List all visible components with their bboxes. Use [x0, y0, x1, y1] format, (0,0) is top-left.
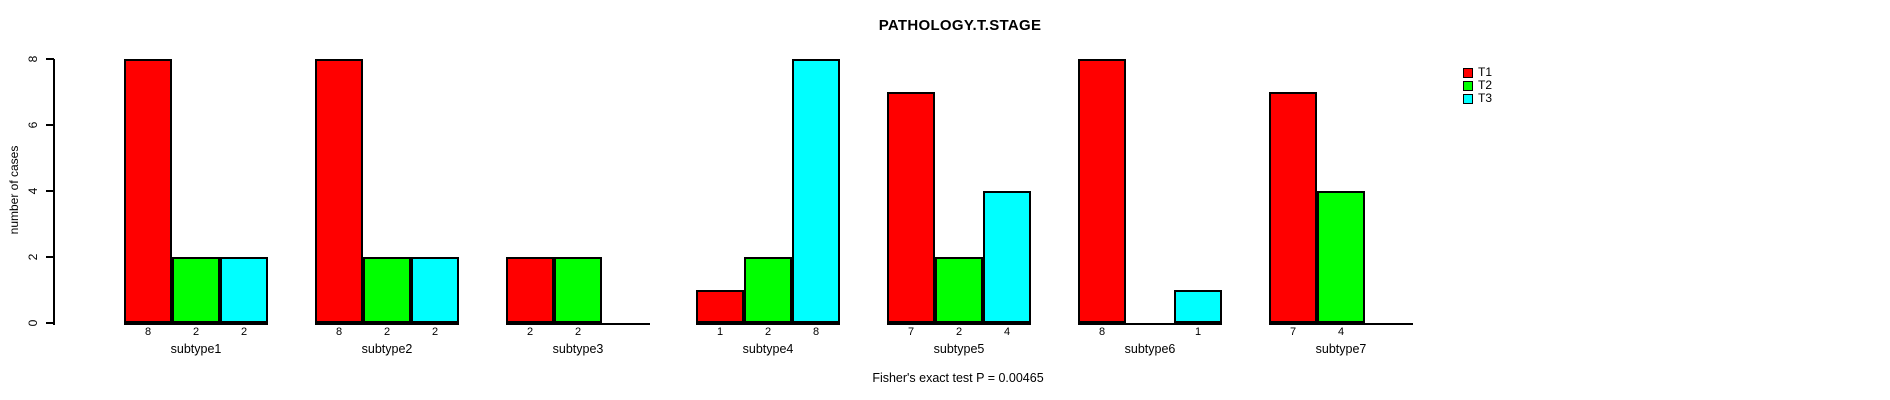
- bar-value-label-subtype7-T1: 7: [1289, 326, 1297, 338]
- legend-swatch-icon-t1: [1463, 67, 1473, 78]
- bar-subtype2-T3: [411, 257, 459, 323]
- bar-subtype2-T2: [363, 257, 411, 323]
- chart-title: PATHOLOGY.T.STAGE: [878, 17, 1042, 34]
- bar-group-subtype1: [124, 59, 268, 325]
- y-tick-label-6: 6: [26, 121, 40, 129]
- bar-subtype4-T1: [696, 290, 744, 323]
- legend: T1 T2 T3: [1463, 66, 1492, 105]
- legend-label-t1: T1: [1478, 65, 1493, 79]
- bar-subtype4-T2: [744, 257, 792, 323]
- bar-group-subtype4: [696, 59, 840, 325]
- bar-subtype5-T3: [983, 191, 1031, 323]
- bar-subtype1-T3: [220, 257, 268, 323]
- bar-subtype3-T2: [554, 257, 602, 323]
- bar-subtype2-T1: [315, 59, 363, 323]
- bar-value-label-subtype2-T2: 2: [383, 326, 391, 338]
- y-tick-mark-8: [46, 58, 54, 60]
- bar-value-label-subtype1-T1: 8: [144, 326, 152, 338]
- category-label-subtype1: subtype1: [170, 342, 222, 356]
- bar-group-subtype6: [1078, 59, 1222, 325]
- bar-group-subtype5: [887, 59, 1031, 325]
- bar-subtype5-T1: [887, 92, 935, 323]
- category-label-subtype5: subtype5: [933, 342, 985, 356]
- bar-subtype7-T2: [1317, 191, 1365, 323]
- y-tick-label-0: 0: [26, 319, 40, 327]
- bar-value-label-subtype4-T2: 2: [764, 326, 772, 338]
- bar-group-subtype2: [315, 59, 459, 325]
- bar-subtype6-T1: [1078, 59, 1126, 323]
- bar-value-label-subtype3-T1: 2: [526, 326, 534, 338]
- legend-row-t2: T2: [1463, 79, 1492, 92]
- bar-subtype3-T1: [506, 257, 554, 323]
- legend-label-t3: T3: [1478, 91, 1493, 105]
- legend-swatch-icon-t3: [1463, 93, 1473, 104]
- bar-subtype1-T1: [124, 59, 172, 323]
- legend-swatch-icon-t2: [1463, 80, 1473, 91]
- category-label-subtype7: subtype7: [1315, 342, 1367, 356]
- bar-value-label-subtype5-T2: 2: [955, 326, 963, 338]
- y-axis-label: number of cases: [7, 145, 21, 235]
- y-tick-label-4: 4: [26, 187, 40, 195]
- bar-value-label-subtype7-T2: 4: [1337, 326, 1345, 338]
- category-label-subtype2: subtype2: [361, 342, 413, 356]
- y-tick-mark-4: [46, 190, 54, 192]
- y-tick-mark-2: [46, 256, 54, 258]
- category-label-subtype3: subtype3: [552, 342, 604, 356]
- bar-value-label-subtype4-T3: 8: [812, 326, 820, 338]
- y-tick-mark-0: [46, 322, 54, 324]
- category-label-subtype4: subtype4: [742, 342, 794, 356]
- bar-value-label-subtype5-T3: 4: [1003, 326, 1011, 338]
- bar-value-label-subtype2-T1: 8: [335, 326, 343, 338]
- legend-row-t3: T3: [1463, 92, 1492, 105]
- bar-subtype6-T3: [1174, 290, 1222, 323]
- y-tick-label-2: 2: [26, 253, 40, 261]
- legend-row-t1: T1: [1463, 66, 1492, 79]
- bar-subtype7-T1: [1269, 92, 1317, 323]
- bar-value-label-subtype6-T3: 1: [1194, 326, 1202, 338]
- legend-label-t2: T2: [1478, 78, 1493, 92]
- footer-stat-note: Fisher's exact test P = 0.00465: [872, 371, 1044, 385]
- y-axis-line: [53, 59, 55, 325]
- bar-group-subtype3: [506, 59, 650, 325]
- category-label-subtype6: subtype6: [1124, 342, 1176, 356]
- bar-group-subtype7: [1269, 59, 1413, 325]
- bar-value-label-subtype1-T2: 2: [192, 326, 200, 338]
- bar-value-label-subtype5-T1: 7: [907, 326, 915, 338]
- bar-value-label-subtype2-T3: 2: [431, 326, 439, 338]
- bar-subtype1-T2: [172, 257, 220, 323]
- bar-value-label-subtype6-T1: 8: [1098, 326, 1106, 338]
- bar-value-label-subtype4-T1: 1: [716, 326, 724, 338]
- bar-value-label-subtype1-T3: 2: [240, 326, 248, 338]
- y-tick-mark-6: [46, 124, 54, 126]
- y-tick-label-8: 8: [26, 55, 40, 63]
- bar-subtype5-T2: [935, 257, 983, 323]
- bar-value-label-subtype3-T2: 2: [574, 326, 582, 338]
- bar-subtype4-T3: [792, 59, 840, 323]
